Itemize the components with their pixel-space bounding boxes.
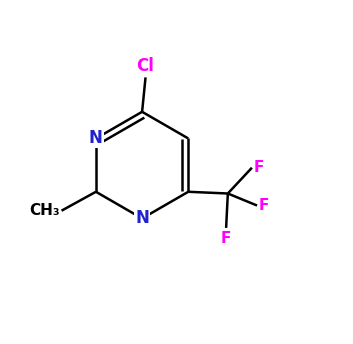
Text: N: N — [135, 209, 149, 227]
Text: F: F — [254, 160, 264, 175]
Text: F: F — [221, 231, 231, 246]
Text: F: F — [259, 198, 269, 213]
Text: CH₃: CH₃ — [29, 203, 60, 218]
Text: Cl: Cl — [137, 57, 155, 75]
Text: N: N — [89, 129, 103, 148]
